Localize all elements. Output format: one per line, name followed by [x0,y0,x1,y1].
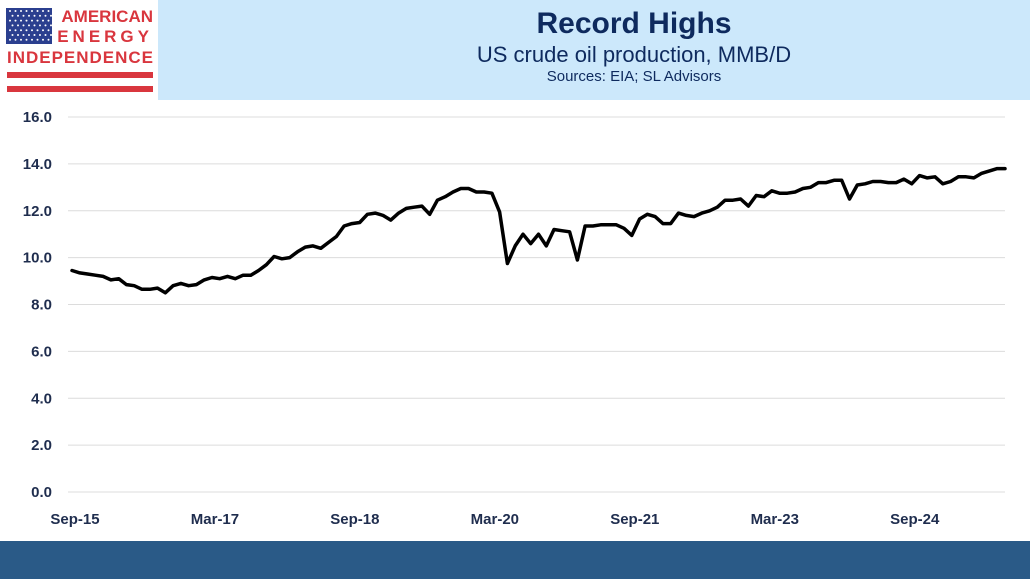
flag-star [25,38,28,41]
flag-star [33,34,36,36]
flag-star [11,34,14,36]
flag-star [50,14,52,17]
flag-star [50,34,52,36]
flag-star [47,10,50,12]
flag-star [31,29,33,32]
flag-star [44,24,47,27]
y-tick-label: 16.0 [23,109,52,126]
flag-star [22,34,25,36]
x-tick-label: Mar-20 [471,511,519,528]
y-tick-label: 14.0 [23,156,52,173]
flag-star [36,19,39,22]
x-tick-label: Sep-18 [330,511,379,528]
flag-star [44,34,47,36]
flag-star [42,10,44,12]
flag-star [28,14,30,17]
flag-star [14,38,17,41]
y-tick-label: 2.0 [31,437,52,454]
flag-star [20,19,22,22]
y-tick-label: 10.0 [23,250,52,267]
y-tick-label: 6.0 [31,343,52,360]
flag-star [17,14,19,17]
flag-star [17,24,19,27]
y-tick-label: 0.0 [31,484,52,501]
chart-sources: Sources: EIA; SL Advisors [546,68,722,85]
flag-star [28,34,30,36]
flag-star [22,14,25,17]
flag-star [47,29,50,32]
logo-text-independence: INDEPENDENCE [7,48,153,67]
y-tick-label: 12.0 [23,203,52,220]
x-tick-label: Mar-23 [751,511,799,528]
flag-star [25,10,28,12]
american-energy-independence-logo: AMERICAN ENERGY INDEPENDENCE [6,7,153,92]
flag-star [47,38,50,41]
chart-header: Record Highs US crude oil production, MM… [158,0,1030,100]
x-tick-label: Sep-21 [610,511,659,528]
flag-star [36,10,39,12]
flag-star [9,38,11,41]
logo-text-energy: ENERGY [57,27,153,46]
flag-star [31,19,33,22]
x-tick-label: Mar-17 [191,511,239,528]
y-tick-label: 4.0 [31,390,52,407]
flag-star [39,34,41,36]
flag-star [31,38,33,41]
flag-star [14,19,17,22]
flag-star [9,19,11,22]
x-tick-label: Sep-15 [50,511,99,528]
flag-star [28,24,30,27]
series-line-us-crude-production [70,166,1007,295]
chart-subtitle: US crude oil production, MMB/D [476,42,792,67]
flag-star [42,38,44,41]
flag-star [50,24,52,27]
y-tick-label: 8.0 [31,297,52,314]
flag-star [25,29,28,32]
flag-star [33,14,36,17]
logo-stripe [7,86,153,92]
flag-star [36,29,39,32]
logo-text-american: AMERICAN [61,7,153,26]
flag-star [20,10,22,12]
flag-star [36,38,39,41]
flag-star [47,19,50,22]
chart-title: Record Highs [536,7,732,40]
flag-star [14,29,17,32]
line-chart: 0.0 2.0 4.0 6.0 8.0 10.0 12.0 14.0 16.0 Sep-15 Ma… [23,109,1007,528]
flag-star [31,10,33,12]
flag-star [39,24,41,27]
flag-star [22,24,25,27]
flag-star [33,24,36,27]
flag-star [42,29,44,32]
flag-star [9,10,11,12]
flag-star [20,38,22,41]
flag-star [39,14,41,17]
flag-star [17,34,19,36]
flag-star [44,14,47,17]
flag-star [25,19,28,22]
x-tick-label: Sep-24 [890,511,940,528]
flag-star [11,14,14,17]
logo-stripe [7,72,153,78]
flag-star [11,24,14,27]
footer-bar [0,541,1030,579]
flag-star [20,29,22,32]
flag-star [14,10,17,12]
flag-star [9,29,11,32]
flag-star [42,19,44,22]
